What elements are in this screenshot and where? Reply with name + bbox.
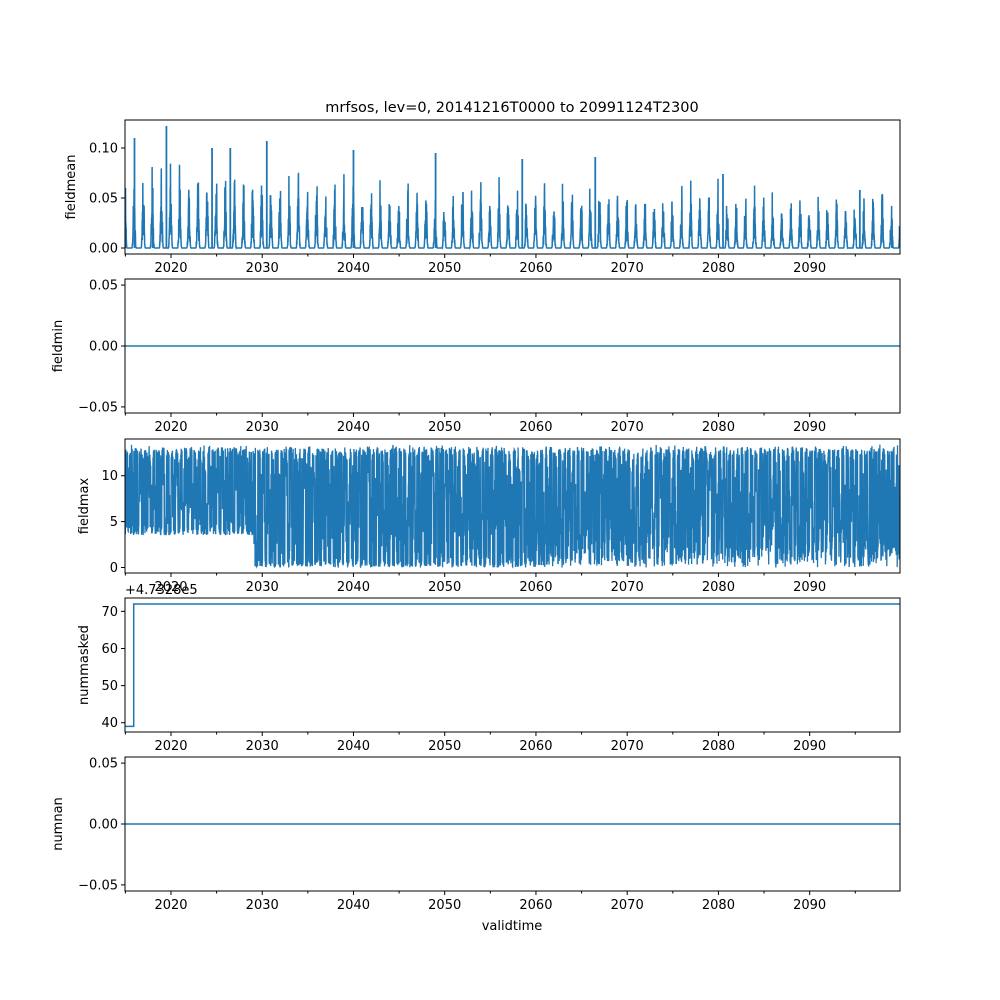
fieldmin-xtick-label: 2070	[611, 420, 644, 435]
numnan-xtick-label: 2090	[793, 898, 826, 913]
fieldmin-xticks: 2020 2030 2040 2050 2060 2070 2080 2090	[124, 413, 856, 435]
fieldmax-ylabel: fieldmax	[77, 478, 92, 535]
nummasked-ytick-label: 60	[101, 642, 118, 657]
fieldmin-ytick-label: 0.00	[89, 340, 118, 355]
fieldmin-xtick-label: 2080	[702, 420, 735, 435]
fieldmean-yticks: 0.00 0.05 0.10	[89, 142, 125, 257]
nummasked-xtick-label: 2040	[337, 739, 370, 754]
numnan-xtick-label: 2080	[702, 898, 735, 913]
fieldmean-xtick-label: 2090	[793, 261, 826, 276]
fieldmean-xtick-label: 2050	[428, 261, 461, 276]
numnan-xtick-label: 2070	[611, 898, 644, 913]
fieldmin-xtick-label: 2060	[519, 420, 552, 435]
fieldmean-ytick-label: 0.00	[89, 242, 118, 257]
fieldmax-ytick-label: 5	[110, 515, 118, 530]
fieldmax-ytick-label: 0	[110, 561, 118, 576]
panel-fieldmin: fieldmin −0.050.000.05 2020 2030 2040 2050 2…	[51, 278, 901, 435]
numnan-xtick-label: 2030	[246, 898, 279, 913]
nummasked-xtick-label: 2050	[428, 739, 461, 754]
fieldmean-plot	[125, 126, 900, 251]
fieldmin-ytick-label: −0.05	[78, 400, 118, 415]
fieldmax-ytick-label: 10	[101, 469, 118, 484]
fieldmin-xtick-label: 2090	[793, 420, 826, 435]
numnan-xtick-label: 2040	[337, 898, 370, 913]
fieldmean-xtick-label: 2020	[154, 261, 187, 276]
numnan-yticks: −0.05 0.00 0.05	[78, 757, 125, 893]
numnan-ytick-label: 0.00	[89, 818, 118, 833]
fieldmean-frame	[124, 119, 901, 255]
nummasked-plot	[125, 603, 900, 728]
nummasked-xtick-label: 2030	[246, 739, 279, 754]
fieldmean-xtick-label: 2040	[337, 261, 370, 276]
fieldmax-xtick-label: 2040	[337, 580, 370, 595]
numnan-xtick-label: 2020	[154, 898, 187, 913]
fieldmax-plot	[125, 444, 900, 569]
numnan-ylabel: numnan	[51, 797, 66, 851]
nummasked-offset-label: +4.7328e5	[125, 583, 198, 598]
fieldmean-xticks: 2020 2030 2040 2050 2060 2070 2080 2090	[124, 254, 856, 276]
panel-fieldmean: fieldmean 0.000.050.10 2020 2030 2040 2050 2…	[64, 119, 901, 276]
fieldmax-xtick-label: 2020	[154, 580, 187, 595]
fieldmin-xtick-label: 2050	[428, 420, 461, 435]
nummasked-series-line	[125, 603, 900, 728]
fieldmin-ytick-label: 0.05	[89, 279, 118, 294]
nummasked-xtick-label: 2060	[519, 739, 552, 754]
fieldmean-xtick-label: 2060	[519, 261, 552, 276]
fieldmax-xtick-label: 2090	[793, 580, 826, 595]
nummasked-xtick-label: 2080	[702, 739, 735, 754]
nummasked-ytick-label: 40	[101, 716, 118, 731]
fieldmean-ylabel: fieldmean	[64, 155, 79, 220]
fieldmean-xtick-label: 2070	[611, 261, 644, 276]
nummasked-yticks: 40 50 60 70	[101, 605, 125, 731]
fieldmean-ytick-label: 0.05	[89, 192, 118, 207]
fieldmin-xtick-label: 2030	[246, 420, 279, 435]
fieldmin-xtick-label: 2040	[337, 420, 370, 435]
fieldmax-xtick-label: 2080	[702, 580, 735, 595]
fieldmin-ylabel: fieldmin	[51, 320, 66, 373]
nummasked-xtick-label: 2090	[793, 739, 826, 754]
fieldmax-xtick-label: 2050	[428, 580, 461, 595]
nummasked-ytick-label: 50	[101, 679, 118, 694]
fieldmax-xtick-label: 2060	[519, 580, 552, 595]
nummasked-ylabel: nummasked	[77, 625, 92, 705]
fieldmax-xtick-label: 2030	[246, 580, 279, 595]
nummasked-ytick-label: 70	[101, 605, 118, 620]
fieldmean-xtick-label: 2030	[246, 261, 279, 276]
panel-numnan: numnan −0.05 0.00 0.05 2020 2030 2040 2050 206…	[51, 756, 901, 913]
numnan-ytick-label: 0.05	[89, 757, 118, 772]
fieldmean-xtick-label: 2080	[702, 261, 735, 276]
numnan-xticks: 2020 2030 2040 2050 2060 2070 2080 2090	[124, 891, 856, 913]
fieldmax-series-line	[125, 444, 900, 569]
numnan-xtick-label: 2050	[428, 898, 461, 913]
fieldmax-xtick-label: 2070	[611, 580, 644, 595]
nummasked-xticks: 2020 2030 2040 2050 2060 2070 2080 2090	[124, 732, 856, 754]
panel-nummasked: nummasked +4.7328e5 40 50 60 70 2020 2030 204…	[77, 583, 901, 754]
numnan-xtick-label: 2060	[519, 898, 552, 913]
nummasked-xtick-label: 2020	[154, 739, 187, 754]
fieldmin-yticks: −0.05 0.00 0.05	[78, 279, 125, 415]
fieldmean-series-line	[125, 163, 900, 251]
fieldmax-yticks: 0 5 10	[101, 469, 125, 576]
nummasked-xtick-label: 2070	[611, 739, 644, 754]
fieldmin-xtick-label: 2020	[154, 420, 187, 435]
numnan-ytick-label: −0.05	[78, 878, 118, 893]
fieldmax-xticks: 2020 2030 2040 2050 2060 2070 2080 2090	[124, 573, 856, 595]
fieldmax-frame	[124, 438, 901, 574]
nummasked-frame	[124, 597, 901, 733]
chart-title: mrfsos, lev=0, 20141216T0000 to 20991124…	[325, 100, 698, 116]
fieldmean-ytick-label: 0.10	[89, 142, 118, 157]
x-axis-label: validtime	[482, 919, 543, 934]
